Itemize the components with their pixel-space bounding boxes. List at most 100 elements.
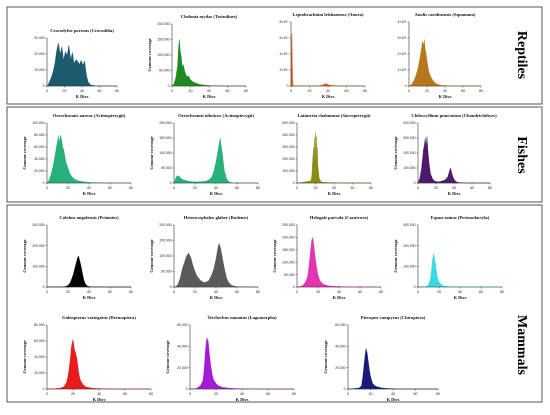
panel-9-x-axis-label: K Divs bbox=[210, 295, 223, 300]
panel-14-y-tick-label: 40,000 bbox=[335, 345, 345, 349]
panel-14-x-tick-label: 80 bbox=[436, 392, 440, 396]
panel-5-y-tick-label: 150,000 bbox=[159, 136, 171, 140]
panel-3-series-area bbox=[408, 39, 481, 87]
panel-13-y-tick-label: 20,000 bbox=[177, 366, 187, 370]
panel-10-x-tick-label: 20 bbox=[316, 290, 320, 294]
panel-5-series-area bbox=[173, 137, 258, 184]
panel-1-y-tick-label: 0 bbox=[168, 84, 170, 88]
panel-5-y-tick-label: 50,000 bbox=[161, 166, 171, 170]
panel-5-y-tick-label: 0 bbox=[170, 181, 172, 185]
panel-6-y-tick-label: 0 bbox=[293, 181, 295, 185]
panel-11-x-tick-label: 20 bbox=[437, 290, 441, 294]
panel-5-x-tick-label: 40 bbox=[214, 186, 218, 190]
panel-10-y-tick-label: 200,000 bbox=[282, 236, 294, 240]
panel-5-x-tick-label: 20 bbox=[193, 186, 197, 190]
panel-9-y-tick-label: 150,000 bbox=[159, 239, 171, 243]
panel-1-y-tick-label: 50,000 bbox=[159, 69, 169, 73]
panel-14-x-tick-label: 20 bbox=[369, 392, 373, 396]
panel-14-x-tick-label: 60 bbox=[414, 392, 418, 396]
panel-7-y-tick-label: 100,000 bbox=[403, 166, 415, 170]
panel-6: Latimeria chalumnae (Sarcopterygii) 0 20 40… bbox=[282, 113, 373, 196]
panel-13-y-tick-label: 0 bbox=[186, 387, 188, 391]
panel-4-x-axis-label: K Divs bbox=[83, 191, 96, 196]
panel-0-y-tick-label: 10,000 bbox=[34, 68, 44, 72]
panel-5-y-axis-label: Genome coverage bbox=[149, 136, 154, 169]
panel-0-x-tick-label: 80 bbox=[115, 89, 119, 93]
panel-11-y-tick-label: 0 bbox=[414, 285, 416, 289]
panel-7-y-tick-label: 400,000 bbox=[403, 121, 415, 125]
panel-9-x-tick-label: 80 bbox=[256, 290, 260, 294]
panel-8-x-tick-label: 80 bbox=[129, 290, 133, 294]
panel-4-y-tick-label: 0 bbox=[43, 181, 45, 185]
panel-7-x-tick-label: 20 bbox=[434, 186, 438, 190]
panel-10-x-tick-label: 40 bbox=[337, 290, 341, 294]
panel-7-x-tick-label: 80 bbox=[488, 186, 492, 190]
panel-6-x-tick-label: 0 bbox=[296, 186, 298, 190]
panel-7-x-axis-label: K Divs bbox=[448, 191, 461, 196]
panel-5-x-axis-label: K Divs bbox=[210, 191, 223, 196]
panel-6-series-area bbox=[296, 132, 371, 184]
panel-6-x-tick-label: 80 bbox=[369, 186, 373, 190]
panel-6-y-tick-label: 100,000 bbox=[282, 169, 294, 173]
panel-13-x-tick-label: 40 bbox=[240, 392, 244, 396]
panel-5-x-tick-label: 60 bbox=[235, 186, 239, 190]
panel-5-y-tick-label: 100,000 bbox=[159, 151, 171, 155]
panel-11-x-tick-label: 40 bbox=[458, 290, 462, 294]
panel-9-x-tick-label: 20 bbox=[193, 290, 197, 294]
panel-9-y-tick-label: 100,000 bbox=[159, 254, 171, 258]
panel-10-x-tick-label: 60 bbox=[358, 290, 362, 294]
panel-12-y-tick-label: 20,000 bbox=[34, 371, 44, 375]
panel-1: Chelonia mydas (Testudines) 0 20 40 60 80 0 50,… bbox=[147, 14, 248, 99]
panel-3-x-tick-label: 40 bbox=[443, 89, 447, 93]
panel-11-x-tick-label: 60 bbox=[479, 290, 483, 294]
panel-14-x-tick-label: 0 bbox=[347, 392, 349, 396]
panel-0-title: Crocodylus porosus (Crocodilia) bbox=[50, 28, 114, 33]
panel-0-x-tick-label: 60 bbox=[98, 89, 102, 93]
panel-6-y-tick-label: 400,000 bbox=[282, 133, 294, 137]
panel-9-y-tick-label: 50,000 bbox=[161, 270, 171, 274]
panel-4-y-tick-label: 40,000 bbox=[34, 157, 44, 161]
panel-7-y-tick-label: 200,000 bbox=[403, 151, 415, 155]
panel-8-x-tick-label: 20 bbox=[66, 290, 70, 294]
panel-4-y-axis-label: Genome coverage bbox=[22, 136, 27, 169]
panel-12-y-tick-label: 40,000 bbox=[34, 355, 44, 359]
panel-9-series-area bbox=[173, 242, 259, 288]
panel-1-y-tick-label: 150,000 bbox=[157, 38, 169, 42]
panel-11-x-tick-label: 0 bbox=[417, 290, 419, 294]
panel-0-x-tick-label: 0 bbox=[46, 89, 48, 93]
panel-5: Oreochromis niloticus (Actinopterygii) 0 2… bbox=[149, 113, 260, 196]
panel-13-x-axis-label: K Divs bbox=[236, 397, 249, 402]
panel-1-title: Chelonia mydas (Testudines) bbox=[181, 14, 238, 19]
panel-7: Chiloscyllium punctatum (Chondrichthyes)… bbox=[393, 113, 497, 196]
panel-1-x-axis-label: K Divs bbox=[203, 94, 216, 99]
panel-11-title: Equus asinus (Perissodactyla) bbox=[431, 215, 490, 220]
panel-3-y-tick-label: 3×10⁵ bbox=[397, 36, 407, 40]
panel-12-title: Galeopterus variegatus (Dermoptera) bbox=[62, 315, 136, 320]
panel-6-y-tick-label: 200,000 bbox=[282, 157, 294, 161]
panel-14-x-axis-label: K Divs bbox=[387, 397, 400, 402]
panel-4-y-tick-label: 100,000 bbox=[32, 121, 44, 125]
panel-14-y-tick-label: 0 bbox=[344, 387, 346, 391]
panel-3-x-tick-label: 0 bbox=[408, 89, 410, 93]
panel-11-y-tick-label: 100,000 bbox=[403, 265, 415, 269]
panel-12-y-tick-label: 80,000 bbox=[34, 323, 44, 327]
panel-2: Leptobrachium leishanense (Anura) 0 20 40 60… bbox=[279, 12, 367, 99]
panel-9-x-tick-label: 40 bbox=[214, 290, 218, 294]
panel-5-x-tick-label: 80 bbox=[256, 186, 260, 190]
panel-14-y-axis-label: Genome coverage bbox=[323, 340, 328, 373]
panel-0-y-tick-label: 20,000 bbox=[34, 52, 44, 56]
panel-12-x-tick-label: 80 bbox=[149, 392, 153, 396]
panel-11-y-tick-label: 300,000 bbox=[403, 223, 415, 227]
chart-panels: Crocodylus porosus (Crocodilia) 0 20 40 60 80… bbox=[22, 12, 504, 402]
panel-12-x-tick-label: 0 bbox=[46, 392, 48, 396]
panel-3-x-tick-label: 80 bbox=[479, 89, 483, 93]
panel-8-x-tick-label: 0 bbox=[46, 290, 48, 294]
panel-4-x-tick-label: 80 bbox=[129, 186, 133, 190]
panel-4-x-tick-label: 60 bbox=[108, 186, 112, 190]
panel-13-y-axis-label: Genome coverage bbox=[165, 340, 170, 373]
panel-8-x-tick-label: 40 bbox=[87, 290, 91, 294]
panel-11-y-axis-label: Genome coverage bbox=[393, 239, 398, 272]
panel-8-title: Colobus angolensis (Primates) bbox=[59, 215, 119, 220]
panel-7-y-axis-label: Genome coverage bbox=[393, 136, 398, 169]
panel-7-y-tick-label: 0 bbox=[414, 181, 416, 185]
